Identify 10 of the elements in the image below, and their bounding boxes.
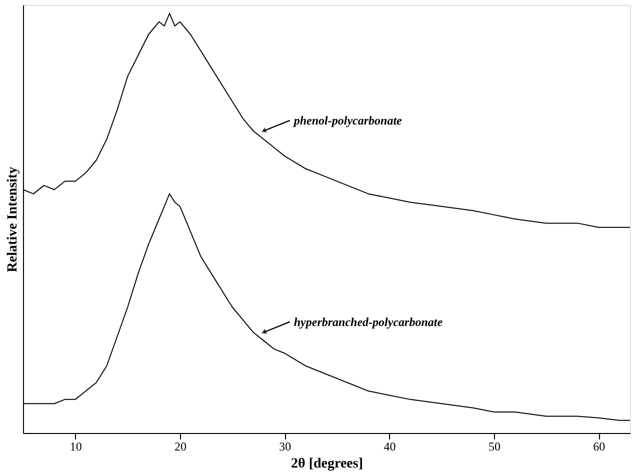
x-tick-label: 40 xyxy=(384,440,396,454)
x-tick-label: 20 xyxy=(174,440,186,454)
x-axis-title: 2θ [degrees] xyxy=(291,456,363,472)
x-tick-label: 30 xyxy=(279,440,292,454)
annotation: hyperbranched-polycarbonate xyxy=(294,314,444,329)
x-tick-label: 60 xyxy=(593,440,606,454)
x-tick-label: 50 xyxy=(488,440,500,454)
y-axis-title: Relative Intensity xyxy=(6,166,20,272)
x-tick-label: 10 xyxy=(70,440,82,454)
annotation: phenol-polycarbonate xyxy=(292,113,403,128)
